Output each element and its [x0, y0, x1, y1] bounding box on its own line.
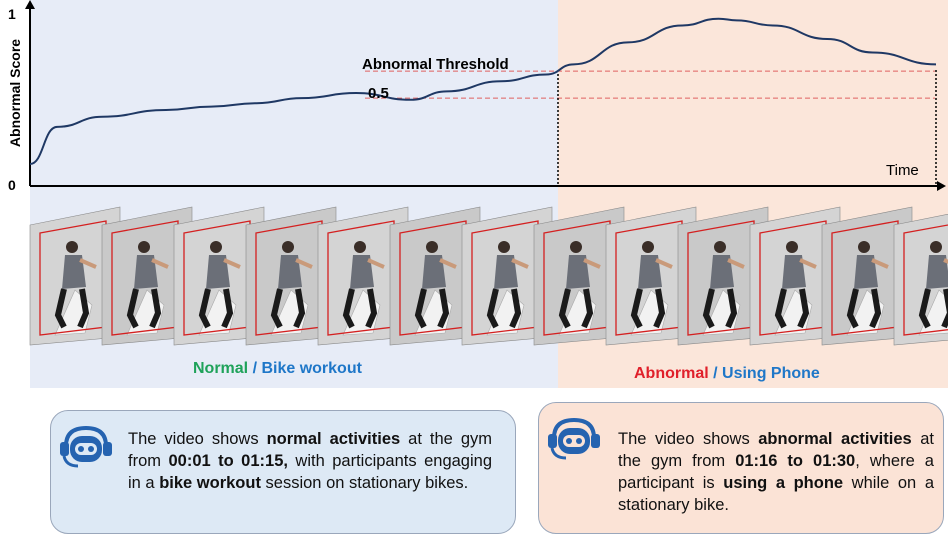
bike-workout-word: Bike workout: [261, 360, 362, 377]
video-frame: [29, 206, 121, 346]
video-frame: [821, 206, 913, 346]
y-tick-0: 0: [8, 177, 16, 193]
x-axis-title: Time: [886, 162, 919, 179]
abnormal-text-bold-3: using a phone: [723, 474, 844, 492]
normal-description-text: The video shows normal activities at the…: [128, 428, 492, 494]
video-frames: [29, 206, 948, 346]
abnormal-word: Abnormal: [634, 365, 709, 382]
abnormal-description-text: The video shows abnormal activities at t…: [618, 428, 934, 516]
abnormal-description-bubble: [538, 402, 944, 534]
normal-text-bold-2: 00:01 to 01:15,: [168, 452, 288, 470]
abnormal-text-1: The video shows: [618, 430, 759, 448]
normal-text-3: with participants engaging in a: [128, 452, 492, 492]
y-tick-1: 1: [8, 6, 16, 22]
normal-description-bubble: [50, 410, 516, 534]
video-frame: [461, 206, 553, 346]
video-frame: [245, 206, 337, 346]
x-axis-arrow: [937, 181, 946, 191]
video-frame: [893, 213, 948, 346]
normal-word: Normal: [193, 360, 249, 377]
video-frame: [749, 206, 841, 346]
abnormal-caption: Abnormal / Using Phone: [634, 365, 820, 383]
video-frame: [173, 206, 265, 346]
normal-caption: Normal / Bike workout: [193, 360, 362, 378]
normal-text-4: session on stationary bikes.: [260, 474, 469, 492]
robot-headset-icon-2: [548, 417, 600, 460]
abnormal-text-2: at the gym from: [618, 430, 934, 470]
abnormal-text-bold-2: 01:16 to 01:30: [735, 452, 856, 470]
score-curve: [29, 17, 937, 166]
half-threshold-label: 0.5: [368, 85, 389, 102]
abnormal-sep: /: [708, 365, 723, 382]
abnormal-text-bold-1: abnormal activities: [758, 430, 912, 448]
video-frame: [317, 206, 409, 346]
video-frame: [533, 206, 625, 346]
video-frame: [605, 206, 697, 346]
y-axis-title: Abnormal Score: [7, 38, 23, 148]
video-frame: [677, 206, 769, 346]
normal-text-2: at the gym from: [128, 430, 492, 470]
y-axis-arrow: [25, 0, 35, 9]
normal-text-1: The video shows: [128, 430, 267, 448]
normal-text-bold-1: normal activities: [266, 430, 401, 448]
normal-text-bold-3: bike workout: [159, 474, 261, 492]
threshold-label: Abnormal Threshold: [362, 56, 509, 73]
abnormal-text-4: while on a stationary bike.: [618, 474, 934, 514]
using-phone-word: Using Phone: [722, 365, 820, 382]
normal-sep: /: [248, 360, 262, 377]
abnormal-text-3: , where a participant is: [618, 452, 934, 492]
robot-headset-icon: [60, 425, 112, 468]
video-frame: [389, 206, 481, 346]
